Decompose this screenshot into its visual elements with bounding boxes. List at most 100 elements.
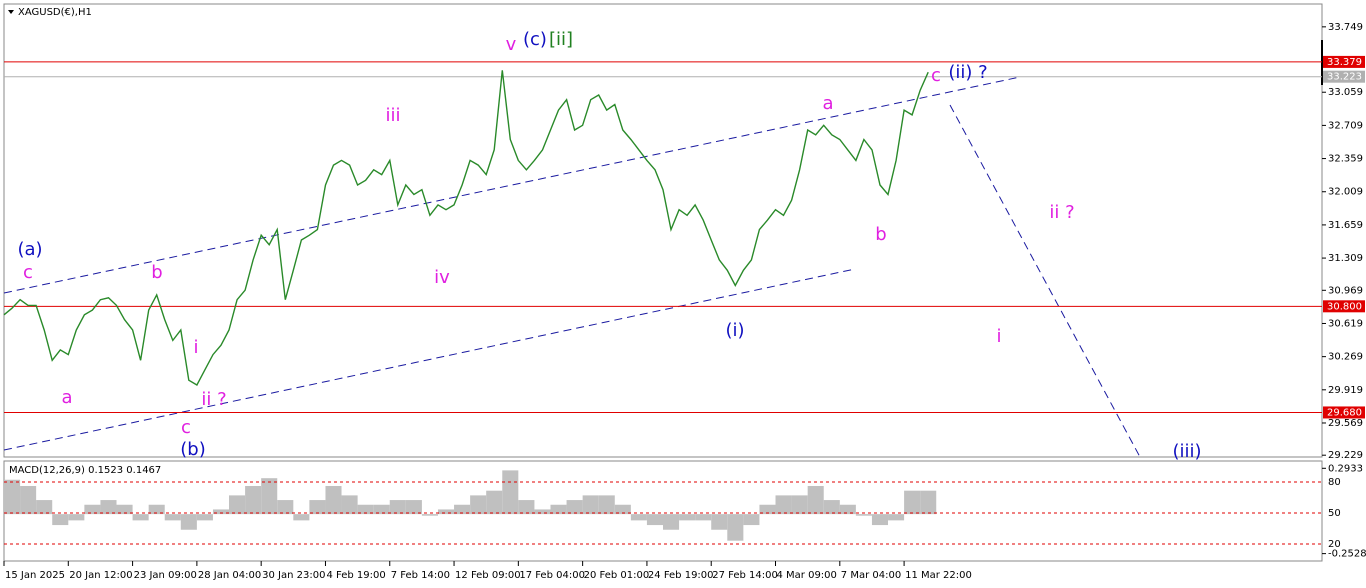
wave-label: (a) bbox=[17, 239, 42, 260]
y-tick-label: 31.309 bbox=[1328, 253, 1363, 264]
indicator-level-label: 20 bbox=[1328, 539, 1341, 550]
macd-bar bbox=[759, 504, 776, 515]
wave-label: iii bbox=[385, 105, 400, 126]
macd-bar bbox=[437, 509, 455, 515]
macd-bar bbox=[791, 495, 808, 515]
wave-label: v bbox=[506, 34, 517, 55]
y-tick-label: 32.009 bbox=[1328, 187, 1363, 198]
macd-bar bbox=[663, 514, 680, 530]
chart-title: XAGUSD(€),H1 bbox=[18, 7, 92, 18]
macd-bar bbox=[36, 500, 53, 515]
macd-bar bbox=[839, 504, 856, 515]
wave-label: ii ? bbox=[201, 389, 226, 410]
macd-bar bbox=[598, 495, 615, 515]
projection-line bbox=[949, 104, 1141, 458]
y-tick-label: 29.919 bbox=[1328, 385, 1363, 396]
x-tick-label: 30 Jan 23:00 bbox=[262, 570, 325, 581]
wave-label: (iii) bbox=[1172, 441, 1201, 462]
y-tick-label: 33.749 bbox=[1328, 22, 1363, 33]
main-frame bbox=[3, 3, 1323, 458]
macd-bar bbox=[132, 514, 149, 521]
x-tick-label: 24 Feb 19:00 bbox=[648, 570, 714, 581]
wave-label: iv bbox=[434, 267, 450, 288]
level-label: 33.223 bbox=[1327, 72, 1362, 83]
x-tick-label: 7 Mar 04:00 bbox=[841, 570, 901, 581]
macd-bar bbox=[614, 504, 631, 515]
macd-bar bbox=[470, 495, 487, 515]
macd-bar bbox=[148, 504, 165, 515]
channel-upper bbox=[3, 76, 1021, 294]
x-tick-label: 17 Feb 04:00 bbox=[519, 570, 585, 581]
wave-label: [ii] bbox=[549, 29, 573, 50]
macd-bar bbox=[389, 500, 406, 515]
wave-label: (ii) ? bbox=[948, 62, 987, 83]
macd-bar bbox=[630, 514, 647, 521]
indicator-title: MACD(12,26,9) 0.1523 0.1467 bbox=[9, 465, 161, 476]
macd-bar bbox=[518, 500, 535, 515]
indicator-frame bbox=[3, 460, 1323, 562]
channel-lower bbox=[3, 268, 856, 451]
macd-bar bbox=[807, 486, 824, 515]
macd-bar bbox=[743, 514, 760, 526]
y-tick-label: 29.229 bbox=[1328, 450, 1363, 461]
wave-label: c bbox=[23, 262, 33, 283]
indicator-tick-label: 0.2933 bbox=[1328, 463, 1363, 474]
x-tick-label: 23 Jan 09:00 bbox=[134, 570, 197, 581]
x-tick-label: 7 Feb 14:00 bbox=[391, 570, 450, 581]
macd-bar bbox=[823, 500, 840, 515]
y-tick-label: 29.569 bbox=[1328, 418, 1363, 429]
x-tick-label: 4 Feb 19:00 bbox=[326, 570, 385, 581]
macd-bar bbox=[679, 514, 696, 521]
macd-bar bbox=[534, 509, 551, 515]
macd-bar bbox=[727, 514, 744, 541]
macd-bar bbox=[212, 509, 230, 515]
macd-bar bbox=[293, 514, 310, 521]
wave-label: a bbox=[61, 387, 72, 408]
level-label-box bbox=[1323, 300, 1365, 313]
macd-bar bbox=[341, 495, 358, 515]
wave-label: ii ? bbox=[1049, 202, 1074, 223]
macd-bar bbox=[550, 504, 567, 515]
level-label: 33.379 bbox=[1327, 57, 1362, 68]
wave-label: i bbox=[193, 337, 198, 358]
macd-bar bbox=[229, 495, 246, 515]
y-tick-label: 30.969 bbox=[1328, 285, 1363, 296]
macd-bar bbox=[357, 504, 374, 515]
macd-bar bbox=[502, 470, 519, 515]
wave-label: c bbox=[931, 65, 941, 86]
y-tick-label: 30.269 bbox=[1328, 352, 1363, 363]
macd-bar bbox=[245, 486, 262, 515]
y-tick-label: 30.619 bbox=[1328, 318, 1363, 329]
macd-bar bbox=[20, 486, 37, 515]
macd-bar bbox=[421, 514, 438, 516]
macd-bar bbox=[4, 479, 21, 515]
macd-bar bbox=[695, 514, 712, 521]
wave-label: b bbox=[151, 262, 162, 283]
macd-bar bbox=[405, 500, 422, 515]
macd-bar bbox=[100, 500, 117, 515]
macd-bar bbox=[646, 514, 663, 526]
menu-arrow[interactable] bbox=[8, 10, 14, 14]
wave-label: i bbox=[996, 326, 1001, 347]
indicator-level-label: 80 bbox=[1328, 477, 1341, 488]
macd-bar bbox=[566, 500, 583, 515]
x-tick-label: 20 Jan 12:00 bbox=[69, 570, 132, 581]
level-label-box bbox=[1323, 55, 1365, 68]
x-tick-label: 11 Mar 22:00 bbox=[905, 570, 972, 581]
macd-bar bbox=[855, 514, 872, 516]
level-label: 30.800 bbox=[1327, 301, 1362, 312]
macd-bar bbox=[164, 514, 181, 521]
wave-label: a bbox=[822, 93, 833, 114]
indicator-tick-label: -0.2528 bbox=[1328, 549, 1366, 560]
macd-bar bbox=[325, 486, 342, 515]
wave-label: (c) bbox=[523, 29, 547, 50]
macd-bar bbox=[373, 504, 390, 515]
macd-bar bbox=[52, 514, 69, 526]
level-label-box bbox=[1323, 70, 1365, 83]
y-tick-label: 31.659 bbox=[1328, 220, 1363, 231]
y-tick-label: 33.059 bbox=[1328, 87, 1363, 98]
macd-bar bbox=[904, 490, 921, 515]
macd-bar bbox=[486, 490, 503, 515]
wave-label: b bbox=[875, 224, 886, 245]
macd-bar bbox=[196, 514, 213, 521]
